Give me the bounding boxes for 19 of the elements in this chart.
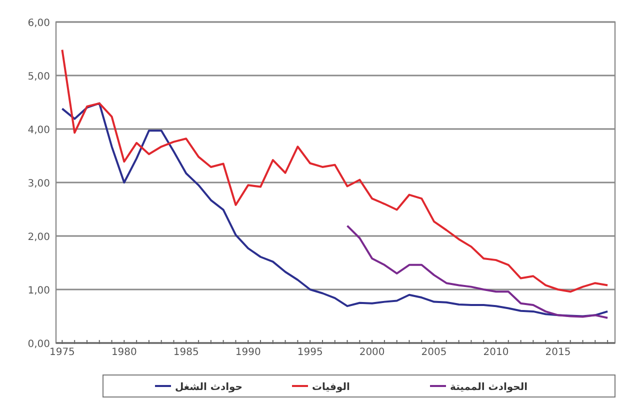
x-tick-label: 1980 bbox=[111, 347, 137, 358]
x-tick-label: 2010 bbox=[483, 347, 509, 358]
x-tick-label: 1975 bbox=[49, 347, 75, 358]
legend-label: الوفيات bbox=[312, 382, 350, 393]
y-tick-label: 1,00 bbox=[28, 286, 50, 296]
legend-label: حوادث الشغل bbox=[175, 382, 242, 393]
y-tick-label: 6,00 bbox=[28, 18, 50, 29]
y-tick-label: 0,00 bbox=[28, 339, 50, 350]
legend-label: الحوادث المميتة bbox=[450, 382, 528, 393]
x-tick-label: 1990 bbox=[235, 347, 261, 358]
y-tick-label: 5,00 bbox=[28, 72, 50, 82]
x-tick-label: 2015 bbox=[545, 347, 571, 358]
y-tick-label: 2,00 bbox=[28, 232, 50, 243]
x-tick-label: 1995 bbox=[297, 347, 323, 358]
x-tick-label: 1985 bbox=[173, 347, 199, 358]
x-tick-label: 2005 bbox=[421, 347, 447, 358]
y-tick-label: 4,00 bbox=[28, 125, 50, 136]
y-tick-label: 3,00 bbox=[28, 178, 50, 190]
x-tick-label: 2000 bbox=[359, 347, 385, 358]
